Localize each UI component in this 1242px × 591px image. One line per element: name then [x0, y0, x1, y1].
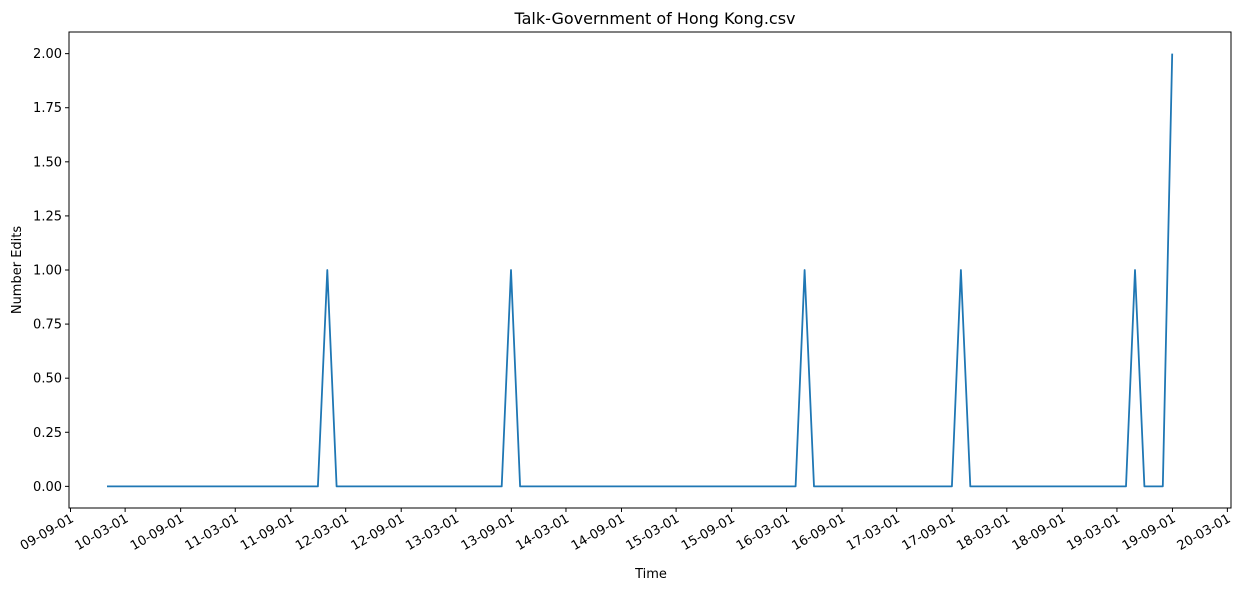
- y-tick-label: 0.25: [33, 426, 62, 441]
- y-tick-label: 1.00: [33, 264, 62, 279]
- chart-title: Talk-Government of Hong Kong.csv: [513, 9, 795, 28]
- x-tick-label: 14-09-01: [569, 511, 628, 553]
- x-tick-label: 20-03-01: [1175, 511, 1234, 553]
- y-tick-label: 0.75: [33, 318, 62, 333]
- x-tick-label: 09-09-01: [18, 511, 77, 553]
- x-tick-label: 18-03-01: [954, 511, 1013, 553]
- plot-frame: [68, 31, 1232, 509]
- y-tick-label: 1.50: [33, 155, 62, 170]
- x-tick-label: 16-03-01: [734, 511, 793, 553]
- y-tick-label: 0.00: [33, 480, 62, 495]
- x-axis: 09-09-0110-03-0110-09-0111-03-0111-09-01…: [18, 508, 1233, 554]
- x-tick-label: 16-09-01: [789, 511, 848, 553]
- x-tick-label: 19-03-01: [1064, 511, 1123, 553]
- y-tick-label: 1.25: [33, 209, 62, 224]
- x-tick-label: 13-09-01: [459, 511, 518, 553]
- series-line: [107, 53, 1174, 488]
- plot-series: [107, 53, 1174, 488]
- y-tick-label: 1.75: [33, 101, 62, 116]
- x-tick-label: 10-09-01: [128, 511, 187, 553]
- x-tick-label: 17-09-01: [900, 511, 959, 553]
- y-tick-label: 2.00: [33, 47, 62, 62]
- x-tick-label: 17-03-01: [844, 511, 903, 553]
- x-tick-label: 13-03-01: [403, 511, 462, 553]
- x-tick-label: 11-03-01: [183, 511, 242, 553]
- x-tick-label: 10-03-01: [73, 511, 132, 553]
- x-tick-label: 12-03-01: [293, 511, 352, 553]
- x-tick-label: 14-03-01: [513, 511, 572, 553]
- x-tick-label: 15-03-01: [623, 511, 682, 553]
- y-axis-label: Number Edits: [10, 226, 25, 315]
- x-axis-label: Time: [634, 567, 667, 582]
- y-tick-label: 0.50: [33, 372, 62, 387]
- x-tick-label: 18-09-01: [1010, 511, 1069, 553]
- x-tick-label: 11-09-01: [238, 511, 297, 553]
- x-tick-label: 19-09-01: [1120, 511, 1179, 553]
- x-tick-label: 15-09-01: [679, 511, 738, 553]
- y-axis: 0.00 0.25 0.50 0.75 1.00 1.25 1.50 1.75 2.00: [33, 47, 69, 495]
- x-tick-label: 12-09-01: [349, 511, 408, 553]
